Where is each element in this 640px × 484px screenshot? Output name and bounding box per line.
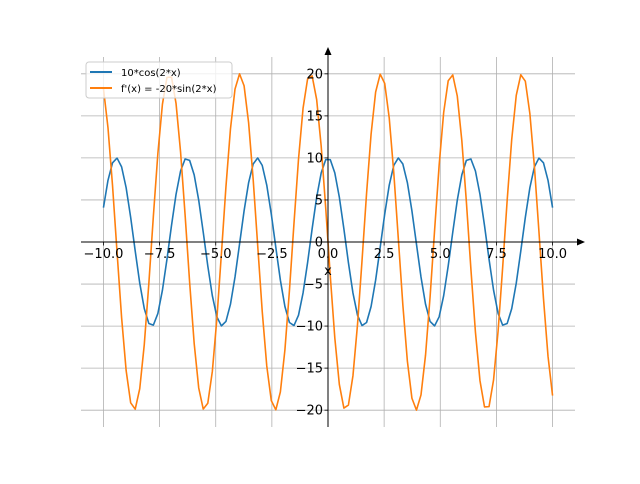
x-tick-label: 10.0	[538, 247, 567, 262]
x-axis-arrow-icon	[577, 238, 585, 246]
y-tick-label: 10	[306, 151, 323, 166]
x-axis-label: x	[324, 264, 332, 279]
x-tick-label: 0.0	[318, 247, 339, 262]
legend-label-derivative: f'(x) = -20*sin(2*x)	[121, 84, 217, 95]
x-tick-label: 5.0	[430, 247, 451, 262]
x-tick-label: −2.5	[256, 247, 288, 262]
x-tick-label: −7.5	[144, 247, 176, 262]
ticks: −10.0 −7.5 −5.0 −2.5 0.0 2.5 5.0 7.5 10.0 −20 −15 −…	[84, 67, 567, 418]
x-tick-label: −5.0	[200, 247, 232, 262]
x-tick-label: 7.5	[486, 247, 507, 262]
legend-label-cos: 10*cos(2*x)	[121, 68, 181, 79]
y-tick-label: 5	[315, 193, 323, 208]
y-tick-label: −20	[296, 404, 323, 419]
x-tick-label: 2.5	[374, 247, 395, 262]
legend-box	[85, 61, 233, 99]
y-axis-arrow-icon	[324, 47, 332, 55]
y-tick-label: 15	[306, 109, 323, 124]
y-tick-label: −15	[296, 362, 323, 377]
legend: 10*cos(2*x) f'(x) = -20*sin(2*x)	[85, 61, 233, 99]
axes	[81, 47, 585, 427]
x-tick-label: −10.0	[84, 247, 124, 262]
y-tick-label: −10	[296, 320, 323, 335]
y-tick-label: 0	[315, 236, 323, 251]
y-tick-label: 20	[306, 67, 323, 82]
y-tick-label: −5	[304, 278, 323, 293]
